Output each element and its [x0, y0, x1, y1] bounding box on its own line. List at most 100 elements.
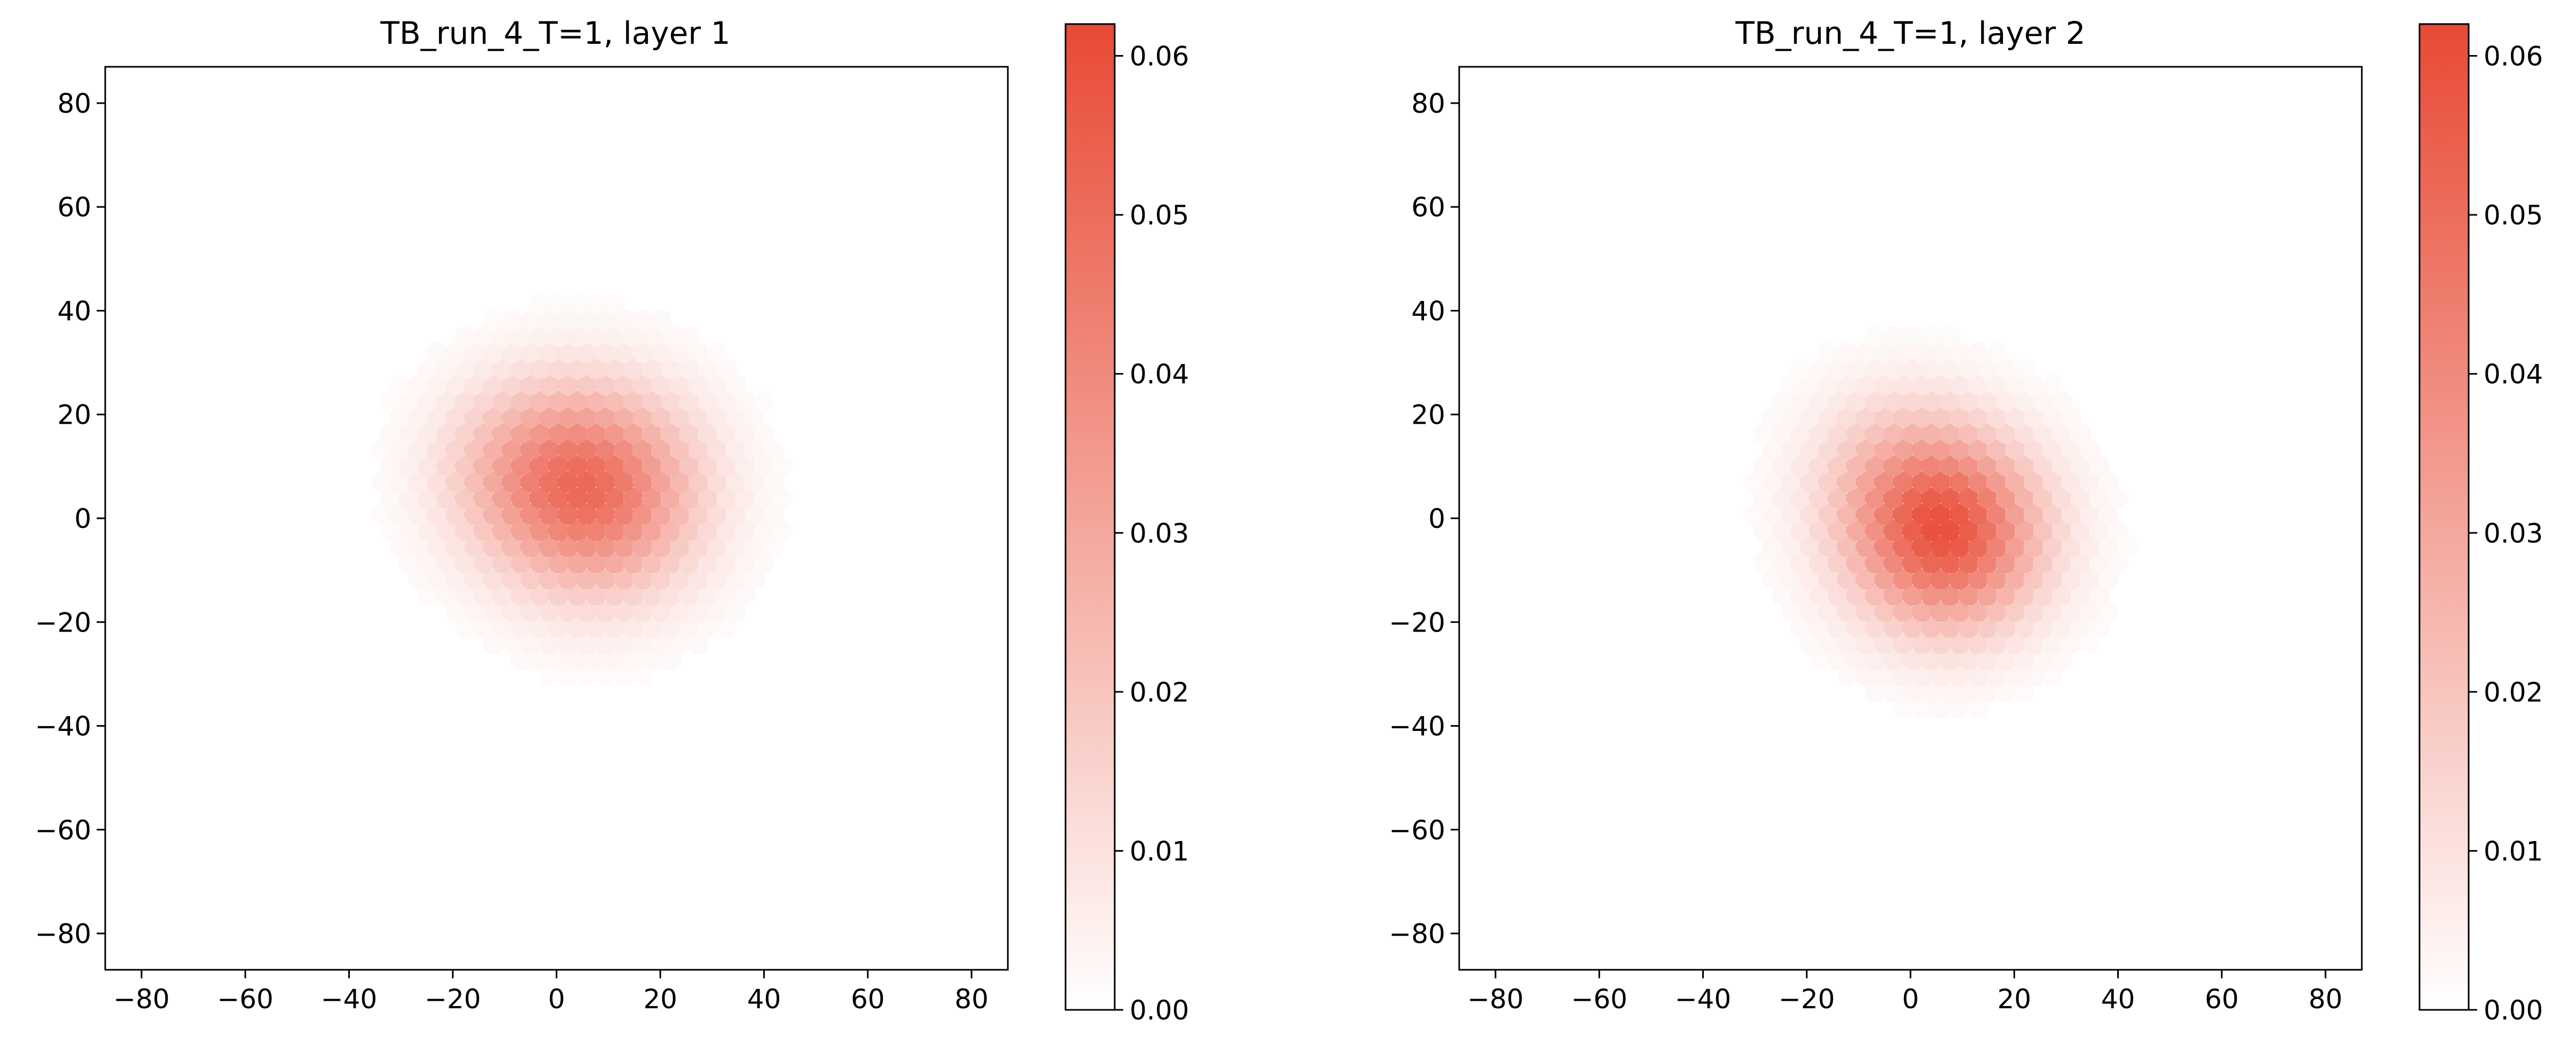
- heatmap-cell: [1986, 439, 2007, 461]
- heatmap-cell: [707, 439, 728, 461]
- heatmap-cell: [482, 536, 504, 557]
- heatmap-cell: [567, 455, 588, 477]
- heatmap-cell: [2014, 455, 2035, 477]
- heatmap-cell: [436, 552, 457, 573]
- heatmap-cell: [398, 487, 420, 509]
- heatmap-cell: [1986, 601, 2007, 622]
- heatmap-cell: [2061, 471, 2082, 493]
- heatmap-cell: [1827, 649, 1849, 671]
- heatmap-cell: [2023, 407, 2045, 428]
- heatmap-cell: [455, 423, 476, 444]
- heatmap-cell: [436, 520, 457, 541]
- heatmap-cell: [744, 471, 765, 493]
- heatmap-cell: [1836, 504, 1858, 525]
- heatmap-cell: [520, 569, 542, 590]
- heatmap-cell: [2005, 471, 2026, 493]
- heatmap-cell: [1808, 455, 1830, 477]
- heatmap-cell: [1752, 455, 1774, 477]
- heatmap-cell: [1818, 374, 1839, 395]
- heatmap-cell: [1855, 601, 1877, 622]
- heatmap-cell: [632, 309, 653, 331]
- heatmap-cell: [520, 407, 542, 428]
- heatmap-cell: [380, 455, 401, 477]
- heatmap-cell: [2033, 391, 2054, 412]
- heatmap-cell: [1911, 536, 1932, 557]
- heatmap-cell: [1846, 520, 1867, 541]
- heatmap-cell: [2005, 601, 2026, 622]
- heatmap-cell: [604, 649, 625, 671]
- heatmap-cell: [2061, 569, 2082, 590]
- heatmap-cell: [1995, 682, 2017, 703]
- y-tick-label: 40: [1411, 295, 1445, 326]
- heatmap-cell: [688, 407, 709, 428]
- heatmap-cell: [1902, 325, 1923, 347]
- heatmap-cell: [641, 423, 663, 444]
- heatmap-cell: [2042, 569, 2063, 590]
- heatmap-cell: [660, 325, 682, 347]
- heatmap-cell: [2005, 504, 2026, 525]
- heatmap-cell: [594, 374, 616, 395]
- heatmap-cell: [698, 455, 719, 477]
- heatmap-cell: [585, 325, 607, 347]
- heatmap-cell: [1902, 358, 1923, 379]
- heatmap-cell: [623, 617, 644, 639]
- heatmap-cell: [744, 439, 765, 461]
- heatmap-cell: [576, 601, 597, 622]
- heatmap-cell: [1799, 601, 1821, 622]
- heatmap-cell: [669, 471, 691, 493]
- heatmap-cell: [436, 585, 457, 606]
- heatmap-cell: [604, 423, 625, 444]
- heatmap-cell: [604, 520, 625, 541]
- heatmap-cell: [1827, 391, 1849, 412]
- heatmap-cell: [2042, 504, 2063, 525]
- heatmap-cell: [482, 569, 504, 590]
- heatmap-cell: [1808, 423, 1830, 444]
- heatmap-cell: [1921, 520, 1942, 541]
- heatmap-cell: [1865, 391, 1886, 412]
- heatmap-cell: [1892, 536, 1914, 557]
- heatmap-cell: [1977, 423, 1998, 444]
- heatmap-cell: [2052, 487, 2073, 509]
- heatmap-cell: [2098, 471, 2119, 493]
- heatmap-cell: [1752, 552, 1774, 573]
- heatmap-cell: [1846, 455, 1867, 477]
- colorbar-tick-label: 0.02: [1130, 677, 1189, 708]
- heatmap-cell: [1781, 536, 1802, 557]
- heatmap-cell: [398, 391, 420, 412]
- heatmap-cell: [669, 536, 691, 557]
- heatmap-cell: [1771, 423, 1792, 444]
- chart-title-2: TB_run_4_T=1, layer 2: [1735, 15, 2085, 51]
- heatmap-cell: [464, 601, 486, 622]
- x-tick-label: −40: [1675, 984, 1732, 1015]
- heatmap-cell: [1995, 358, 2017, 379]
- heatmap-cell: [445, 407, 467, 428]
- heatmap-cell: [538, 633, 560, 655]
- heatmap-cell: [1762, 471, 1783, 493]
- heatmap-cell: [1743, 504, 1765, 525]
- heatmap-cell: [548, 423, 569, 444]
- heatmap-cell: [613, 309, 635, 331]
- heatmap-cell: [1846, 423, 1867, 444]
- heatmap-cell: [538, 569, 560, 590]
- x-axis-2: −80 −60 −40 −20 0 20 40 60 80: [1467, 970, 2343, 1015]
- heatmap-cell: [455, 617, 476, 639]
- heatmap-cell: [1799, 471, 1821, 493]
- heatmap-cell: [669, 407, 691, 428]
- heatmap-cell: [1967, 504, 1988, 525]
- heatmap-cell: [716, 487, 738, 509]
- x-tick-label: −20: [1779, 984, 1835, 1015]
- heatmap-cell: [1808, 649, 1830, 671]
- heatmap-cell: [623, 552, 644, 573]
- heatmap-cell: [538, 374, 560, 395]
- heatmap-cell: [1958, 391, 1979, 412]
- heatmap-cell: [2033, 487, 2054, 509]
- heatmap-cell: [576, 439, 597, 461]
- heatmap-cell: [660, 487, 682, 509]
- colorbar-gradient-2: [2418, 23, 2470, 1011]
- heatmap-cell: [464, 504, 486, 525]
- heatmap-cell: [641, 325, 663, 347]
- heatmap-cell: [511, 325, 532, 347]
- heatmap-cell: [1892, 374, 1914, 395]
- heatmap-cell: [651, 471, 672, 493]
- heatmap-cell: [548, 293, 569, 315]
